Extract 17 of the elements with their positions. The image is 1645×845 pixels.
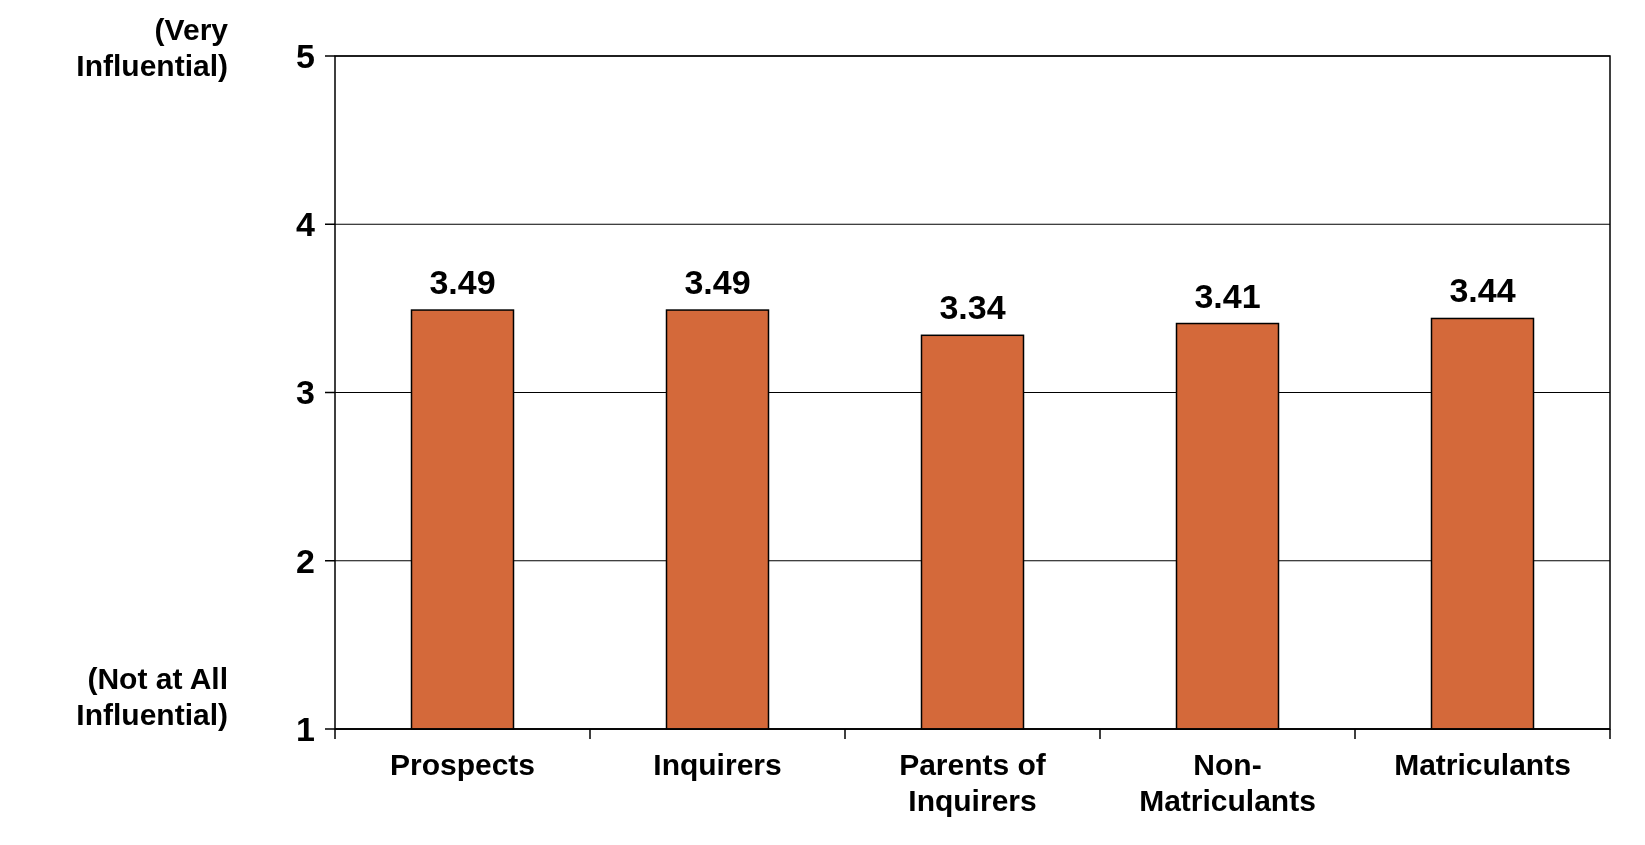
data-label: 3.49 bbox=[429, 263, 496, 302]
y-tick-label: 1 bbox=[296, 709, 315, 748]
data-label: 3.41 bbox=[1194, 276, 1261, 315]
y-tick-label: 2 bbox=[296, 541, 315, 580]
y-tick-label: 5 bbox=[296, 36, 315, 75]
x-tick-label: Non-Matriculants bbox=[1139, 748, 1316, 817]
x-tick-label: Matriculants bbox=[1394, 748, 1571, 781]
x-tick-label: Inquirers bbox=[653, 748, 782, 781]
data-label: 3.44 bbox=[1449, 271, 1516, 310]
text: (Very Influential) bbox=[76, 13, 229, 82]
data-label: 3.49 bbox=[684, 263, 751, 302]
text: (Not at All Influential) bbox=[76, 662, 228, 731]
x-tick-label: Parents of Inquirers bbox=[899, 748, 1047, 817]
y-tick-label: 3 bbox=[296, 373, 315, 412]
x-tick-label: Prospects bbox=[389, 748, 536, 781]
y-tick-label: 4 bbox=[296, 205, 316, 244]
data-label: 3.34 bbox=[939, 288, 1006, 327]
